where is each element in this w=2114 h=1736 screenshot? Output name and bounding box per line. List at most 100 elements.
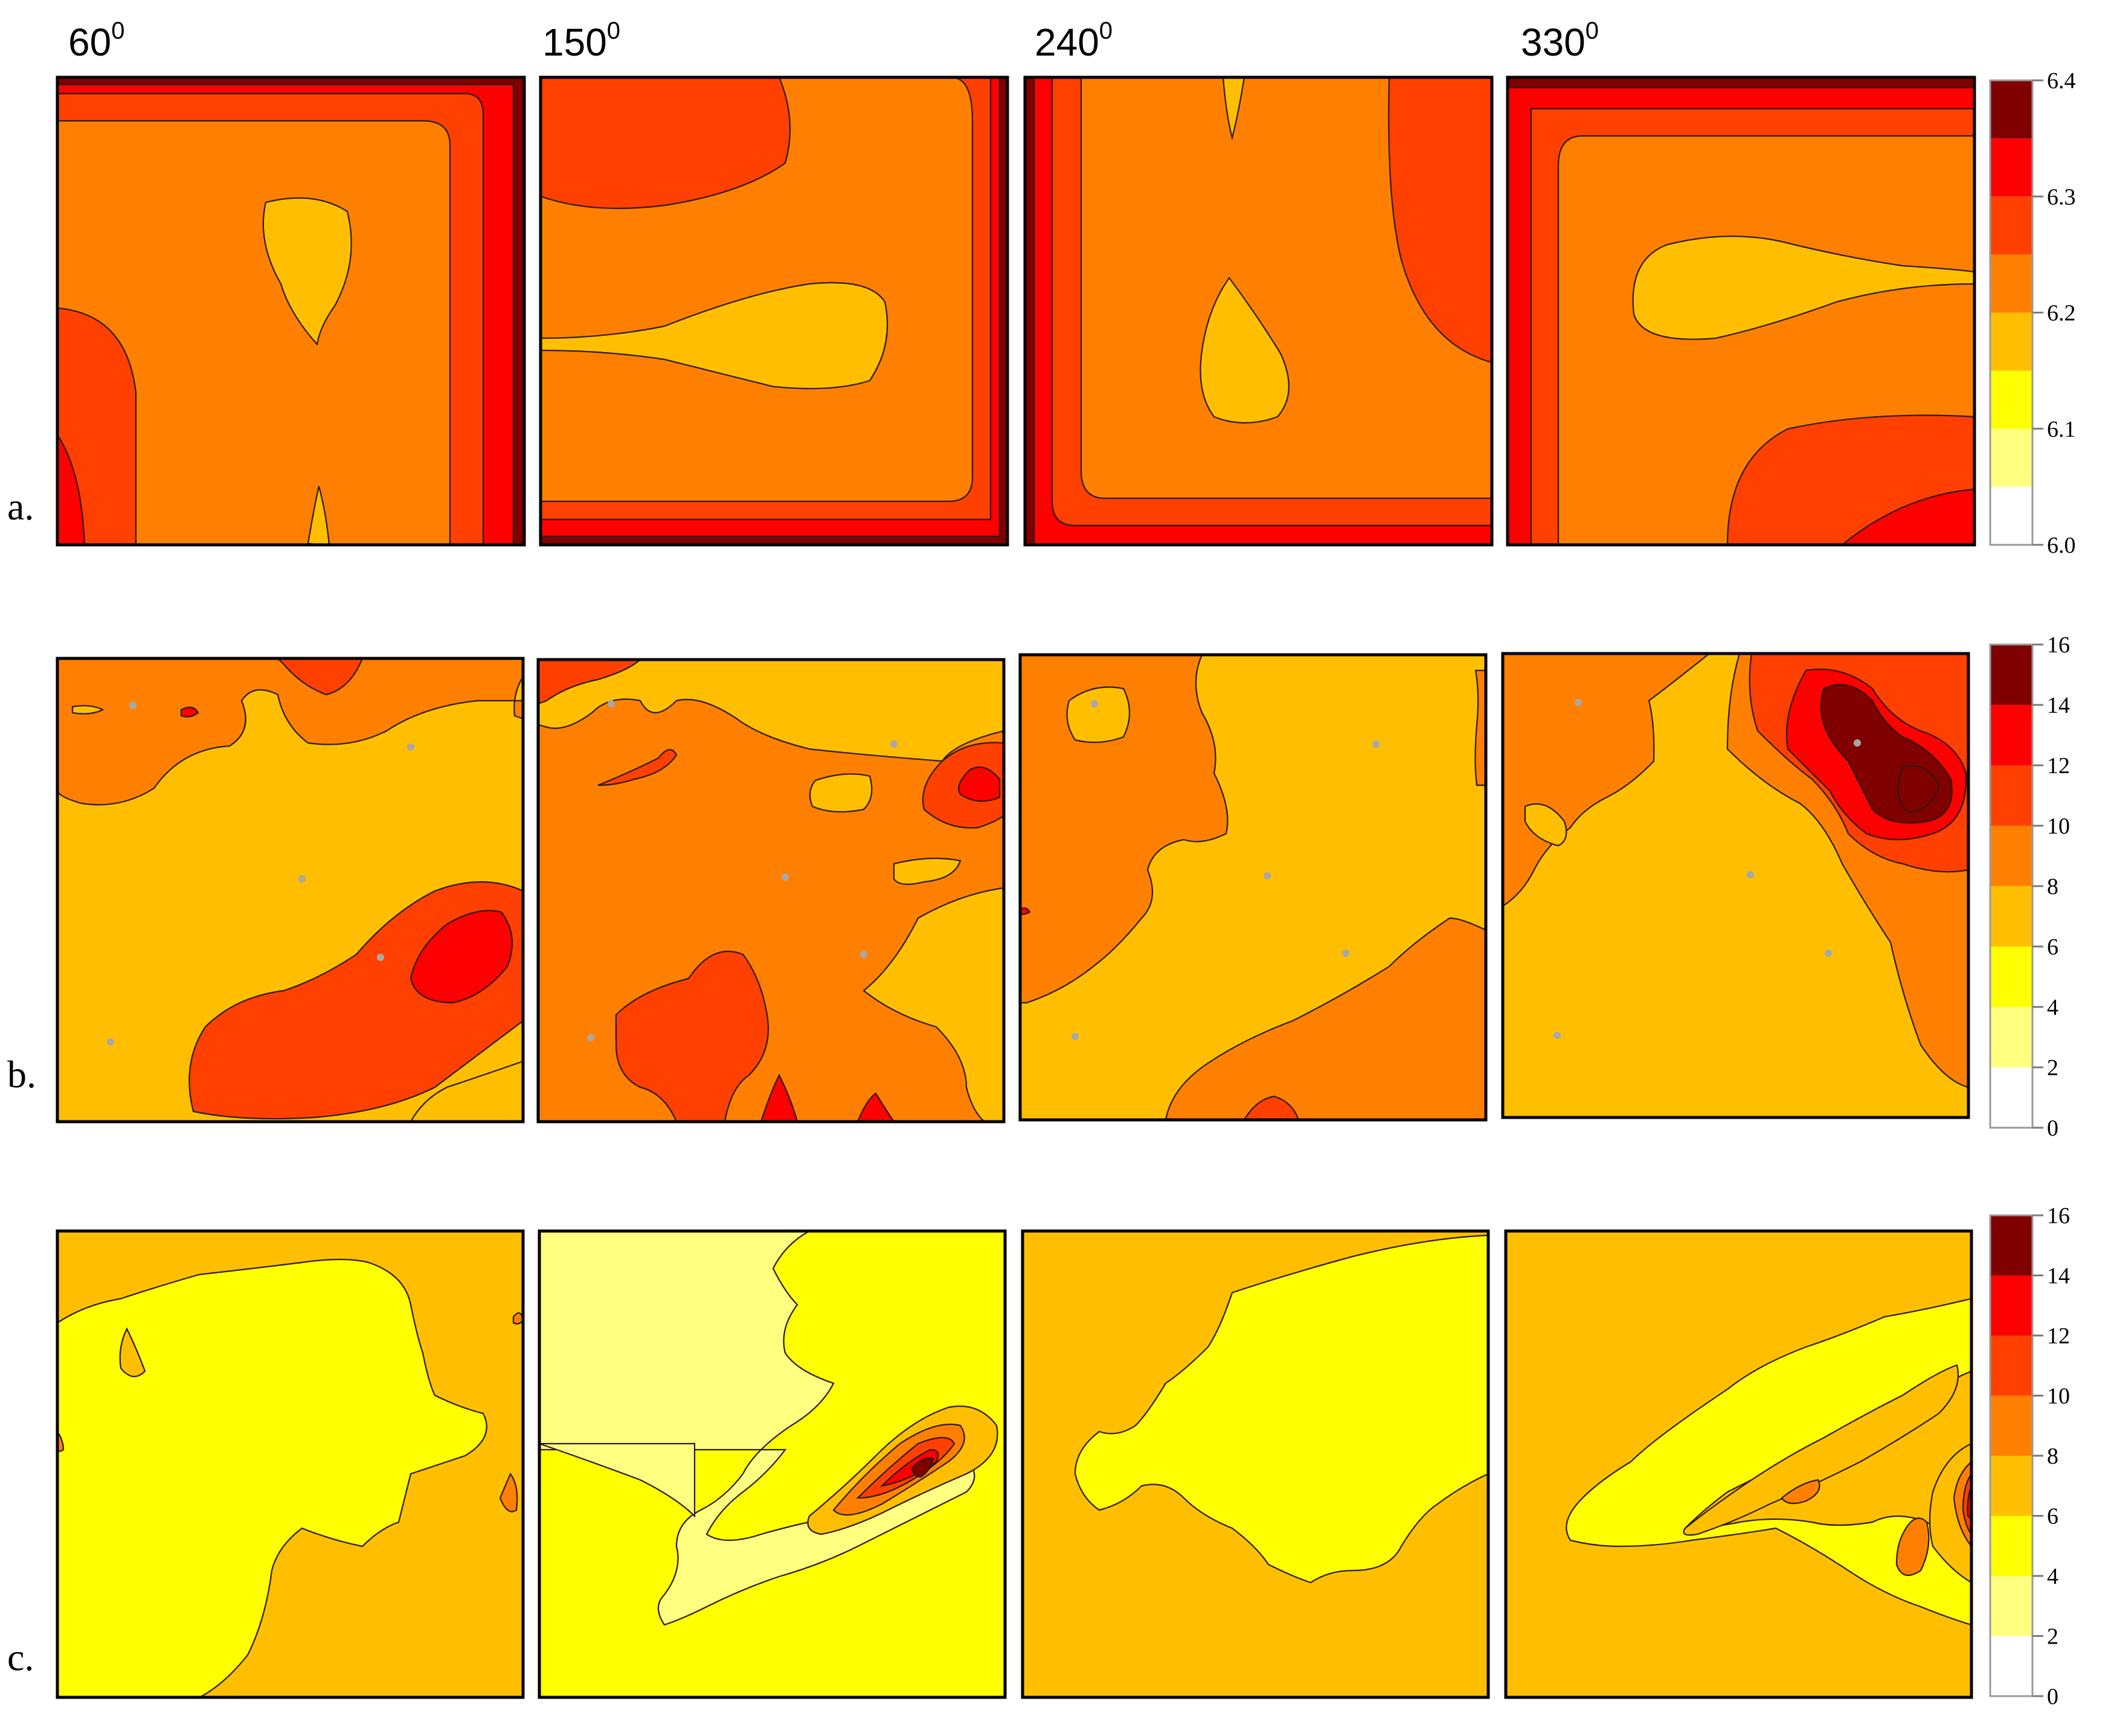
contour-band [1080,77,1492,500]
row-label-b: b. [7,1053,36,1096]
sample-point [608,700,615,707]
colorbar-tick-label: 2 [2047,1055,2058,1081]
sample-point [1091,700,1098,707]
panel-b-60 [56,657,525,1124]
colorbar-tick-label: 0 [2047,1116,2058,1141]
panel-c-150 [538,1229,1007,1699]
contour-band [1841,488,1974,545]
sample-point [1071,1033,1079,1040]
colorbar-tick-label: 14 [2047,1264,2070,1289]
colorbar-segment [1990,1336,2032,1396]
panel-c-330 [1504,1229,1973,1699]
column-headers: 600 1500 2400 3300 [68,18,1599,64]
colorbar-segment [1990,1516,2032,1576]
contour-band [1683,1364,1959,1536]
sample-point [407,744,414,751]
contour-band [809,773,873,813]
colorbar-segment [1990,196,2032,255]
colorbar-segment [1990,826,2032,886]
colorbar-tick-label: 12 [2047,753,2070,779]
colorbar-segment [1990,1275,2032,1336]
sample-point [129,702,137,709]
panel-a-60 [56,76,526,547]
sample-point [107,1038,114,1046]
contour-band [1074,1234,1488,1584]
panel-c-240 [1021,1229,1490,1699]
contour-band [615,950,769,1122]
panel-c-60 [56,1229,525,1699]
contour-band [856,1092,895,1122]
contour-band [538,660,641,705]
sample-point [1372,741,1380,748]
contour-band [1524,803,1567,847]
contour-band [541,77,791,210]
panel-a-330 [1506,76,1976,547]
row-label-c: c. [7,1636,34,1679]
sample-point [1553,1032,1561,1039]
contour-band [1222,77,1245,141]
colorbar-tick-label: 6 [2047,934,2058,960]
contour-band [57,120,451,545]
panel-b-240 [1018,653,1488,1122]
colorbar-tick-label: 8 [2047,1444,2058,1469]
contour-band [1566,1297,1971,1626]
contour-band [539,1231,975,1626]
column-header-60: 600 [68,18,124,64]
contour-band [57,658,523,806]
contour-band [541,281,888,390]
colorbar-tick-label: 6.0 [2047,533,2076,558]
contour-band [57,1258,487,1697]
sample-point [1264,872,1271,879]
contour-band [538,660,1004,762]
sample-point [1747,871,1754,878]
colorbar-segment [1990,1576,2032,1636]
colorbar-segment [1990,645,2032,705]
contour-band [1781,1479,1820,1505]
colorbar-segment [1990,947,2032,1007]
panel-b-330 [1501,652,1970,1119]
contour-band [893,857,962,886]
colorbar-tick-label: 6.2 [2047,301,2076,326]
contour-band [410,1060,523,1122]
contour-band [597,749,678,786]
colorbar-c: 0 2 4 6 8 10 12 14 16 [1989,1203,2070,1709]
sample-point [298,875,306,882]
colorbar-segment [1990,428,2032,487]
panel-b-150 [536,658,1006,1124]
panel-a-150 [539,76,1009,547]
colorbar-segment [1990,138,2032,197]
column-header-240: 2400 [1035,18,1113,64]
contour-band [307,486,330,545]
sample-point [377,954,384,961]
colorbar-segment [1990,1215,2032,1276]
colorbar-tick-label: 0 [2047,1684,2058,1709]
contour-band [1632,236,1974,340]
colorbar-tick-label: 4 [2047,1564,2058,1589]
row-label-a: a. [7,485,34,528]
colorbar-segment [1990,312,2032,371]
colorbar-b: 0 2 4 6 8 10 12 14 16 [1989,632,2070,1141]
colorbar-tick-label: 6.4 [2047,68,2076,94]
colorbar-tick-label: 4 [2047,995,2058,1020]
contour-band [1388,77,1492,364]
panel-a-240 [1023,76,1494,547]
sample-point [782,873,789,881]
contour-band [1503,654,1711,907]
column-header-330: 3300 [1521,18,1599,64]
contour-band [277,658,364,696]
contour-band [180,706,199,718]
colorbar-segment [1990,80,2032,139]
sample-point [587,1034,594,1041]
contour-band [410,910,513,1004]
colorbar-tick-label: 10 [2047,1384,2070,1409]
colorbar-segment [1990,765,2032,826]
sample-point [1342,950,1349,957]
colorbar-segment [1990,486,2032,545]
contour-band [1066,686,1131,744]
contour-band [1897,765,1940,814]
contour-band [539,1442,696,1518]
contour-band [1243,1095,1300,1120]
contour-band [1895,1517,1930,1577]
colorbar-tick-label: 8 [2047,874,2058,899]
